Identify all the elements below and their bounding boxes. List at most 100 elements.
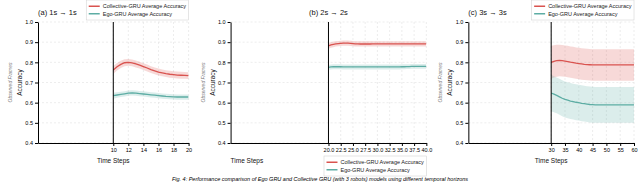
y-tick: 0.9 [218,39,231,45]
x-axis-title: Time Steps [231,157,264,165]
x-grid-line [328,22,329,143]
mean-line [113,62,188,75]
x-tick-mark [390,143,391,146]
x-tick: 37.5 [409,143,420,153]
side-annotation: Observed Frames [437,62,443,103]
x-tick-label: 35.0 [397,147,408,153]
y-tick: 0.9 [456,39,469,45]
y-axis-line [231,23,232,144]
y-tick-mark [228,22,231,23]
divider-line [328,22,329,143]
y-axis-line [38,23,39,144]
x-tick-label: 32.5 [385,147,396,153]
x-tick-label: 16 [156,147,162,153]
x-tick-mark [353,143,354,146]
y-tick: 0.5 [25,120,38,126]
y-tick-label: 0.4 [25,140,33,146]
x-tick-label: 10 [111,147,117,153]
plot-area [551,22,634,143]
y-tick: 0.4 [456,140,469,146]
subplot-title: (c) 3s → 3s [468,8,507,17]
y-tick-label: 0.6 [25,100,33,106]
y-tick: 0.8 [456,60,469,66]
y-tick-mark [35,22,38,23]
x-tick-label: 20 [186,147,192,153]
y-tick: 0.5 [218,120,231,126]
x-tick: 35.0 [397,143,408,153]
side-annotation: Observed Frames [7,62,13,103]
x-tick-label: 50 [604,147,610,153]
grid [231,22,427,143]
y-tick-mark [465,22,468,23]
legend-swatch [326,169,337,171]
y-tick-mark [35,123,38,124]
x-grid-line [578,22,579,143]
x-tick-mark [593,143,594,146]
subplot-title: (a) 1s → 1s [38,8,77,17]
x-tick-mark [377,143,378,146]
x-tick-label: 40 [576,147,582,153]
x-tick: 55 [618,143,624,153]
legend-swatch [326,162,337,164]
y-tick-label: 0.7 [218,80,226,86]
x-tick: 20.0 [324,143,335,153]
x-tick: 27.5 [360,143,371,153]
x-grid-line [377,22,378,143]
y-axis-line [468,23,469,144]
y-tick: 0.5 [456,120,469,126]
x-tick-mark [565,143,566,146]
x-tick: 50 [604,143,610,153]
y-tick-label: 0.4 [456,140,464,146]
y-tick-mark [465,123,468,124]
chart-container: 1012141618200.40.50.60.70.80.91.0Collect… [0,0,640,184]
confidence-band [113,90,188,99]
x-tick: 40.0 [421,143,432,153]
y-tick-label: 1.0 [456,19,464,25]
y-tick-label: 0.8 [25,60,33,66]
y-tick-mark [228,42,231,43]
mean-line [551,61,634,65]
x-tick-label: 37.5 [409,147,420,153]
legend-label: Collective-GRU Average Accuracy [103,3,187,9]
y-tick: 1.0 [25,19,38,25]
subplot: 303540455055600.40.50.60.70.80.91.0Colle… [437,0,637,165]
y-tick: 1.0 [218,19,231,25]
x-tick-label: 40.0 [421,147,432,153]
y-tick: 0.7 [218,80,231,86]
y-tick-mark [228,143,231,144]
y-axis: 0.4 0.5 0.6 0.7 0.8 0.9 1.0 [456,19,469,146]
y-axis-title: Accuracy [446,68,454,95]
y-tick-label: 0.8 [456,60,464,66]
x-tick-label: 20.0 [324,147,335,153]
x-axis: 30354045505560 [469,143,638,153]
legend-box [532,0,634,20]
y-tick: 0.6 [218,100,231,106]
y-tick-label: 0.5 [25,120,33,126]
y-tick-label: 0.8 [218,60,226,66]
legend-label: Ego-GRU Average Accuracy [103,11,173,17]
x-tick-label: 27.5 [360,147,371,153]
y-tick: 0.8 [25,60,38,66]
x-axis-title: Time Steps [535,157,568,165]
x-tick-label: 12 [126,147,132,153]
legend-label: Collective-GRU Average Accuracy [340,159,424,165]
x-tick-mark [113,143,114,146]
legend-box [324,156,426,176]
x-tick-label: 30 [549,147,555,153]
x-tick-mark [620,143,621,146]
y-tick: 0.6 [456,100,469,106]
subplot: 1012141618200.40.50.60.70.80.91.0Collect… [7,0,192,165]
y-tick-label: 1.0 [25,19,33,25]
y-tick-mark [465,42,468,43]
legend: Collective-GRU Average AccuracyEgo-GRU A… [532,0,634,20]
x-tick: 30.0 [373,143,384,153]
legend-item: Collective-GRU Average Accuracy [534,3,632,9]
x-tick-mark [328,143,329,146]
y-tick-label: 0.7 [456,80,464,86]
confidence-band [328,64,426,70]
x-tick: 20 [186,143,192,153]
x-tick: 32.5 [385,143,396,153]
y-tick-label: 0.7 [25,80,33,86]
x-axis: 101214161820 [39,143,193,153]
x-axis-title: Time Steps [97,157,130,165]
